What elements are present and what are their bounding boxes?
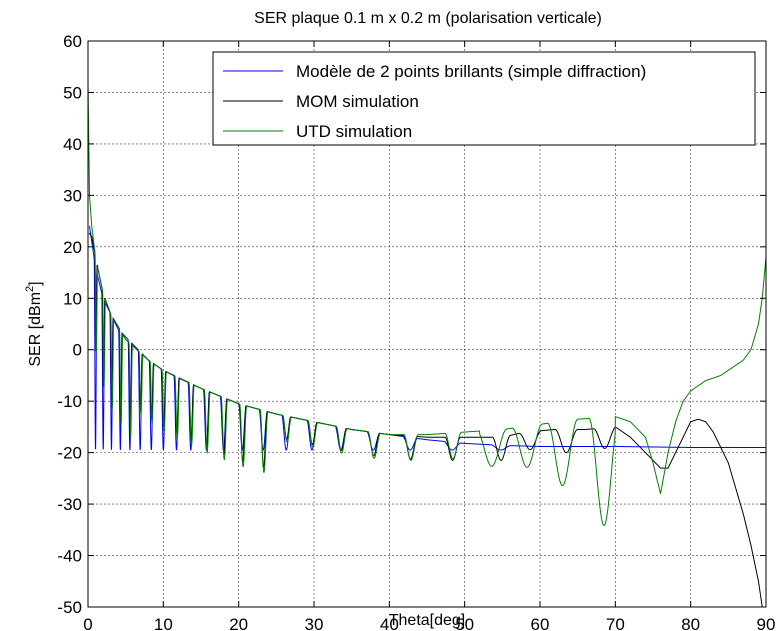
y-tick-label: -50 — [57, 598, 82, 617]
y-tick-label: 10 — [63, 289, 82, 308]
x-tick-label: 10 — [154, 615, 173, 631]
y-axis-label-main: SER [dBm — [27, 292, 44, 367]
legend: Modèle de 2 points brillants (simple dif… — [212, 51, 756, 146]
y-tick-label: 40 — [63, 135, 82, 154]
x-tick-label: 90 — [757, 615, 776, 631]
x-tick-label: 80 — [681, 615, 700, 631]
y-axis-label-close: ] — [27, 281, 44, 285]
y-tick-label: 20 — [63, 238, 82, 257]
x-tick-label: 70 — [606, 615, 625, 631]
legend-label-two-points: Modèle de 2 points brillants (simple dif… — [296, 62, 646, 81]
x-tick-label: 40 — [380, 615, 399, 631]
y-tick-label: -20 — [57, 444, 82, 463]
x-tick-label: 20 — [229, 615, 248, 631]
x-tick-label: 0 — [83, 615, 92, 631]
y-tick-label: 0 — [73, 341, 82, 360]
series-lines — [87, 82, 767, 608]
y-tick-label: -40 — [57, 547, 82, 566]
y-tick-label: 30 — [63, 186, 82, 205]
legend-box — [212, 51, 756, 146]
legend-label-mom: MOM simulation — [296, 92, 419, 111]
y-axis-label-superscript: 2 — [24, 286, 36, 292]
x-axis-label: Theta[deg] — [389, 612, 466, 629]
x-tick-label: 30 — [305, 615, 324, 631]
y-tick-label: -10 — [57, 392, 82, 411]
plot-frame — [87, 40, 767, 608]
y-tick-label: 50 — [63, 83, 82, 102]
chart-title: SER plaque 0.1 m x 0.2 m (polarisation v… — [254, 10, 602, 27]
y-tick-label: 60 — [63, 32, 82, 51]
y-axis-label: SER [dBm2] — [24, 281, 44, 366]
x-tick-label: 60 — [531, 615, 550, 631]
x-tick-label: 50 — [455, 615, 474, 631]
series-line-utd — [87, 82, 767, 526]
legend-label-utd: UTD simulation — [296, 122, 412, 141]
y-tick-label: -30 — [57, 495, 82, 514]
axis-ticks: 0 10 20 30 40 50 60 70 80 90 -50 -40 -30 -20 -10 0 10 20 3… — [57, 32, 775, 631]
